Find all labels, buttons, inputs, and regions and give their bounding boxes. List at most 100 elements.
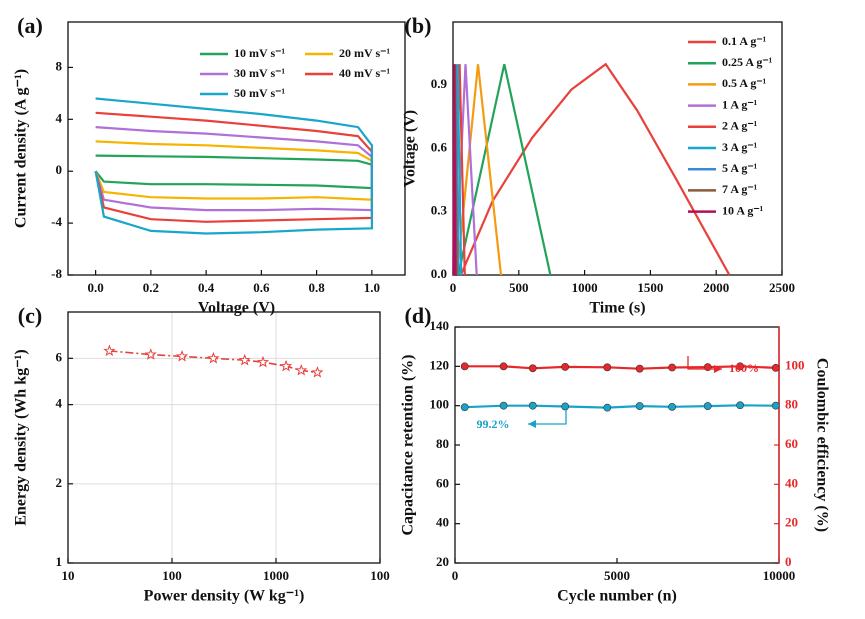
panel-label: (d) bbox=[405, 303, 432, 328]
connector bbox=[464, 365, 776, 370]
marker bbox=[311, 366, 324, 378]
x-tick-label: 1000 bbox=[572, 280, 598, 295]
x-tick-label: 0.8 bbox=[308, 280, 325, 295]
marker bbox=[528, 364, 537, 373]
x-axis-title: Time (s) bbox=[589, 300, 645, 317]
y-tick-label: -4 bbox=[51, 214, 62, 229]
legend-label: 2 A g⁻¹ bbox=[722, 119, 758, 133]
y-tick-label: 0 bbox=[56, 162, 63, 177]
legend-label: 5 A g⁻¹ bbox=[722, 161, 758, 175]
panel-label: (a) bbox=[17, 13, 43, 38]
legend-label: 0.25 A g⁻¹ bbox=[722, 55, 773, 69]
marker bbox=[238, 353, 251, 366]
annotation: 100% bbox=[729, 361, 759, 375]
panel-label: (c) bbox=[18, 303, 42, 328]
y-tick-label: 60 bbox=[436, 475, 449, 490]
y-tick-label: 0.9 bbox=[431, 76, 448, 91]
y2-tick-label: 80 bbox=[785, 397, 798, 412]
annotation-arrow bbox=[687, 356, 722, 370]
x-tick-label: 2000 bbox=[703, 280, 729, 295]
y-tick-label: 4 bbox=[56, 396, 63, 411]
y-tick-label: 6 bbox=[56, 349, 63, 364]
x-tick-label: 0 bbox=[452, 568, 459, 583]
plot-frame bbox=[67, 311, 381, 564]
y-tick-label: 4 bbox=[56, 110, 63, 125]
x-tick-label: 0.4 bbox=[198, 280, 215, 295]
marker bbox=[603, 403, 612, 412]
x-tick-label: 0.6 bbox=[253, 280, 270, 295]
x-tick-label: 1.0 bbox=[364, 280, 380, 295]
x-tick-label: 0.0 bbox=[87, 280, 103, 295]
arrowhead bbox=[714, 365, 722, 373]
legend-label: 0.5 A g⁻¹ bbox=[722, 76, 767, 90]
series-line bbox=[94, 97, 373, 235]
x-tick-label: 500 bbox=[509, 280, 529, 295]
marker bbox=[635, 402, 644, 410]
marker bbox=[499, 401, 508, 410]
x-axis-title: Voltage (V) bbox=[198, 300, 275, 317]
legend-label: 40 mV s⁻¹ bbox=[339, 66, 390, 80]
y-tick-label: 100 bbox=[430, 397, 450, 412]
y-axis-title: Voltage (V) bbox=[402, 110, 419, 187]
annotation: 99.2% bbox=[477, 417, 510, 431]
y-tick-label: 20 bbox=[436, 554, 449, 569]
marker bbox=[561, 363, 570, 371]
connector bbox=[464, 404, 776, 409]
y-axis-title: Capacitance retention (%) bbox=[400, 355, 417, 536]
marker bbox=[175, 349, 189, 362]
y-tick-label: 2 bbox=[56, 475, 63, 490]
y-tick-label: 0.0 bbox=[431, 266, 447, 281]
y2-tick-label: 0 bbox=[785, 554, 792, 569]
marker bbox=[144, 348, 157, 360]
series-line bbox=[459, 62, 731, 276]
y-axis-title: Energy density (Wh kg⁻¹) bbox=[13, 349, 30, 525]
marker bbox=[256, 355, 270, 368]
marker bbox=[460, 362, 469, 371]
y-tick-label: 140 bbox=[430, 318, 450, 333]
y-axis-title: Current density (A g⁻¹) bbox=[13, 69, 30, 228]
marker bbox=[668, 402, 676, 411]
x-tick-label: 10000 bbox=[763, 568, 796, 583]
marker bbox=[771, 401, 780, 410]
marker bbox=[207, 351, 220, 364]
series-line bbox=[452, 64, 457, 276]
legend-label: 3 A g⁻¹ bbox=[722, 140, 758, 154]
y-tick-label: 120 bbox=[430, 357, 450, 372]
y-tick-label: -8 bbox=[51, 266, 62, 281]
y-tick-label: 0.6 bbox=[431, 139, 448, 154]
marker bbox=[703, 402, 712, 410]
marker bbox=[668, 363, 676, 372]
marker bbox=[295, 363, 308, 376]
marker bbox=[103, 344, 116, 357]
panel-label: (b) bbox=[405, 13, 432, 38]
x-axis-title: Power density (W kg⁻¹) bbox=[144, 588, 305, 605]
legend-label: 20 mV s⁻¹ bbox=[339, 46, 390, 60]
y2-tick-label: 20 bbox=[785, 515, 798, 530]
x-tick-label: 100 bbox=[370, 568, 390, 583]
y-tick-label: 40 bbox=[436, 515, 449, 530]
legend-label: 30 mV s⁻¹ bbox=[234, 66, 285, 80]
marker bbox=[736, 401, 745, 410]
marker bbox=[561, 402, 570, 411]
legend-label: 0.1 A g⁻¹ bbox=[722, 34, 767, 48]
marker bbox=[279, 359, 293, 372]
plot-frame bbox=[67, 21, 406, 276]
annotation-arrow bbox=[528, 410, 567, 425]
series-line bbox=[94, 154, 373, 190]
marker bbox=[499, 362, 508, 371]
marker bbox=[635, 364, 644, 373]
x-axis-title: Cycle number (n) bbox=[557, 588, 677, 605]
x-tick-label: 0.2 bbox=[143, 280, 159, 295]
marker bbox=[528, 401, 537, 410]
legend-label: 50 mV s⁻¹ bbox=[234, 86, 285, 100]
x-tick-label: 5000 bbox=[604, 568, 630, 583]
legend-label: 1 A g⁻¹ bbox=[722, 97, 758, 111]
legend-label: 10 mV s⁻¹ bbox=[234, 46, 285, 60]
arrowhead bbox=[528, 420, 536, 428]
y2-tick-label: 100 bbox=[785, 357, 805, 372]
marker bbox=[736, 362, 745, 371]
x-tick-label: 0 bbox=[450, 280, 457, 295]
y-tick-label: 0.3 bbox=[431, 203, 448, 218]
x-tick-label: 2500 bbox=[769, 280, 795, 295]
x-tick-label: 1500 bbox=[637, 280, 663, 295]
